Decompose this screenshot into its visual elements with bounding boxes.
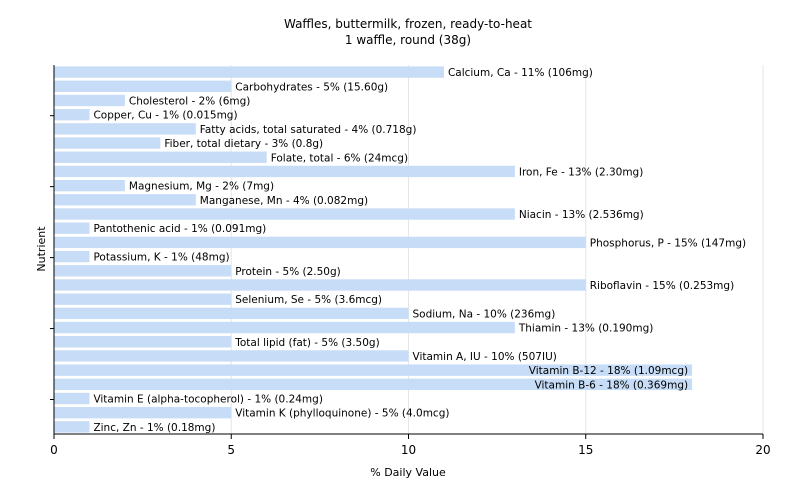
- bar-label: Vitamin B-6 - 18% (0.369mg): [535, 379, 689, 391]
- bar: [54, 364, 693, 376]
- x-tick-label: 20: [755, 443, 770, 457]
- bar: [54, 293, 232, 305]
- bar: [54, 392, 90, 405]
- x-tick-label: 10: [401, 443, 416, 457]
- x-tick-label: 5: [227, 443, 235, 457]
- bar-label: Fiber, total dietary - 3% (0.8g): [164, 138, 323, 150]
- bar-label: Cholesterol - 2% (6mg): [129, 95, 251, 107]
- bar-label: Selenium, Se - 5% (3.6mcg): [235, 294, 382, 306]
- bar: [54, 137, 161, 149]
- bar: [54, 378, 693, 391]
- bar: [54, 421, 90, 433]
- bar: [54, 123, 196, 135]
- bar-label: Vitamin K (phylloquinone) - 5% (4.0mcg): [235, 408, 449, 420]
- y-axis-label: Nutrient: [35, 226, 48, 272]
- bar: [54, 336, 232, 348]
- bar-label: Sodium, Na - 10% (236mg): [413, 308, 556, 320]
- bar: [54, 165, 515, 178]
- bar: [54, 194, 196, 206]
- chart-title: Waffles, buttermilk, frozen, ready-to-he…: [284, 17, 532, 31]
- bar-label: Copper, Cu - 1% (0.015mg): [93, 110, 237, 122]
- bar-label: Fatty acids, total saturated - 4% (0.718…: [200, 124, 417, 136]
- bar: [54, 321, 515, 334]
- bar-label: Niacin - 13% (2.536mg): [519, 209, 644, 221]
- x-tick-label: 15: [578, 443, 593, 457]
- bar: [54, 236, 586, 249]
- bar: [54, 250, 90, 263]
- bar: [54, 66, 444, 78]
- bar: [54, 151, 267, 163]
- bar-label: Riboflavin - 15% (0.253mg): [590, 280, 734, 292]
- bar-label: Pantothenic acid - 1% (0.091mg): [93, 223, 266, 235]
- bar-label: Phosphorus, P - 15% (147mg): [590, 237, 746, 249]
- bar-label: Calcium, Ca - 11% (106mg): [448, 67, 593, 79]
- x-axis-label: % Daily Value: [370, 466, 446, 479]
- bar-label: Vitamin E (alpha-tocopherol) - 1% (0.24m…: [93, 394, 323, 406]
- bar: [54, 80, 232, 92]
- bar-label: Potassium, K - 1% (48mg): [93, 252, 229, 264]
- bar-label: Manganese, Mn - 4% (0.082mg): [200, 195, 368, 207]
- bar-label: Vitamin B-12 - 18% (1.09mcg): [529, 365, 688, 377]
- bar: [54, 350, 409, 362]
- bar-label: Total lipid (fat) - 5% (3.50g): [234, 337, 379, 349]
- x-tick-label: 0: [50, 443, 58, 457]
- bar-label: Folate, total - 6% (24mcg): [271, 152, 408, 164]
- bar: [54, 179, 125, 192]
- bar-label: Zinc, Zn - 1% (0.18mg): [93, 422, 215, 434]
- bar-label: Protein - 5% (2.50g): [235, 266, 341, 278]
- bar-label: Thiamin - 13% (0.190mg): [518, 323, 654, 335]
- bars: Calcium, Ca - 11% (106mg) Carbohydrates -…: [54, 66, 746, 434]
- bar-label: Vitamin A, IU - 10% (507IU): [413, 351, 557, 363]
- bar: [54, 94, 125, 107]
- chart-subtitle: 1 waffle, round (38g): [345, 33, 471, 47]
- x-axis-ticks: 0 5 10 15 20: [50, 434, 771, 457]
- bar-label: Carbohydrates - 5% (15.60g): [235, 81, 388, 93]
- bar: [54, 307, 409, 320]
- bar: [54, 222, 90, 234]
- bar: [54, 407, 232, 419]
- bar: [54, 279, 586, 291]
- bar: [54, 108, 90, 121]
- bar: [54, 208, 515, 220]
- bar: [54, 265, 232, 277]
- bar-label: Iron, Fe - 13% (2.30mg): [519, 166, 643, 178]
- bar-label: Magnesium, Mg - 2% (7mg): [129, 181, 274, 193]
